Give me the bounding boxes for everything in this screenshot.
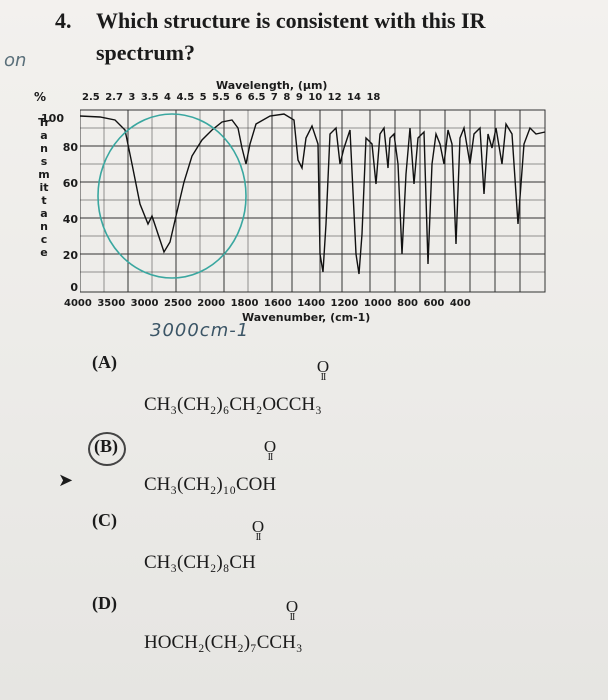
question-number: 4. <box>55 8 72 33</box>
option-a-oxygen: O <box>316 357 330 376</box>
wavenumber-axis-title: Wavenumber, (cm-1) <box>242 311 371 324</box>
question-text-line2: spectrum? <box>96 40 195 65</box>
wavenumber-tick-labels: 4000 3500 3000 2500 2000 1800 1600 1400 … <box>64 298 471 309</box>
y-tick-60: 60 <box>62 177 78 190</box>
y-tick-40: 40 <box>62 213 78 226</box>
handwritten-3000-note: 3000cm-1 <box>150 320 250 341</box>
option-d-formula: HOCH₂(CH₂)₇CCH₃ <box>144 632 303 653</box>
option-a-formula: CH₃(CH₂)₆CH₂OCCH₃ <box>144 394 322 415</box>
option-d-oxygen: O <box>285 597 299 616</box>
y-tick-0: 0 <box>70 281 78 294</box>
spectrum-grid <box>80 109 546 293</box>
option-d-label[interactable]: (D) <box>92 593 117 613</box>
option-c-formula: CH₃(CH₂)₈CH <box>144 552 256 573</box>
handwritten-margin-mark: on <box>4 50 27 71</box>
option-d-carbonyl: O II <box>285 597 299 623</box>
mouse-cursor-icon: ➤ <box>58 470 74 490</box>
question-text-line1: Which structure is consistent with this … <box>96 8 486 33</box>
transmittance-axis-label: Transmittance <box>38 116 50 259</box>
y-tick-100: 100 <box>41 112 64 125</box>
option-c-oxygen: O <box>251 517 265 536</box>
answer-selection-circle <box>88 432 126 466</box>
hand-drawn-circle <box>97 113 247 279</box>
spectrum-trace <box>80 113 546 275</box>
wavelength-tick-labels: 2.5 2.7 3 3.5 4 4.5 5 5.5 6 6.5 7 8 9 10… <box>82 92 381 103</box>
option-b-label[interactable]: (B) <box>94 436 118 456</box>
ir-spectrum-plot <box>80 109 546 293</box>
y-tick-20: 20 <box>62 249 78 262</box>
percent-sign: % <box>34 90 47 104</box>
option-b-carbonyl: O II <box>263 437 277 463</box>
option-c-label[interactable]: (C) <box>92 510 117 530</box>
option-b-formula: CH₃(CH₂)₁₀COH <box>144 474 277 495</box>
option-b-oxygen: O <box>263 437 277 456</box>
wavelength-axis-title: Wavelength, (µm) <box>216 79 328 92</box>
option-a-carbonyl: O II <box>316 357 330 383</box>
option-c-carbonyl: O II <box>251 517 265 543</box>
option-a-label[interactable]: (A) <box>92 352 117 372</box>
y-tick-80: 80 <box>62 141 78 154</box>
